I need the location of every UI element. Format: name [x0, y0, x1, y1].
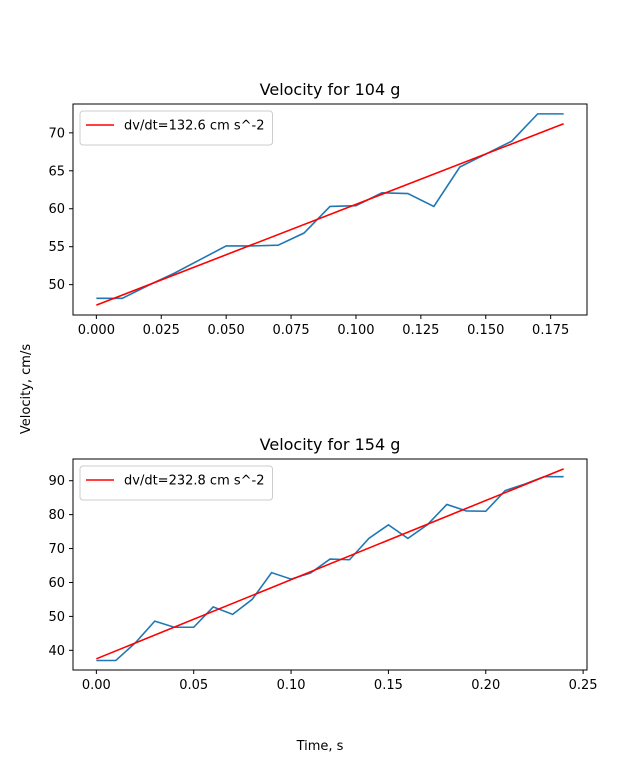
- x-tick-label: 0.075: [272, 323, 309, 338]
- x-tick-label: 0.00: [82, 678, 111, 693]
- legend: dv/dt=232.8 cm s^-2: [79, 465, 273, 501]
- fit-line: [96, 122, 564, 306]
- y-tick-label: 70: [48, 542, 65, 557]
- y-tick-label: 55: [48, 240, 65, 255]
- x-tick-label: 0.050: [208, 323, 245, 338]
- x-tick-label: 0.10: [277, 678, 306, 693]
- x-axis-label: Time, s: [296, 739, 344, 754]
- y-tick-label: 50: [48, 278, 65, 293]
- chart-title: Velocity for 104 g: [260, 80, 401, 99]
- legend-label: dv/dt=232.8 cm s^-2: [124, 474, 265, 489]
- x-tick-label: 0.25: [569, 678, 598, 693]
- legend-label: dv/dt=132.6 cm s^-2: [124, 119, 265, 134]
- x-tick-label: 0.150: [467, 323, 504, 338]
- x-tick-label: 0.15: [374, 678, 403, 693]
- x-tick-label: 0.125: [402, 323, 439, 338]
- fit-line: [96, 468, 564, 660]
- y-tick-label: 40: [48, 644, 65, 659]
- chart-title: Velocity for 154 g: [260, 435, 401, 454]
- y-tick-label: 60: [48, 202, 65, 217]
- x-tick-label: 0.20: [471, 678, 500, 693]
- y-tick-label: 65: [48, 164, 65, 179]
- y-tick-label: 60: [48, 576, 65, 591]
- legend-box: [79, 465, 273, 501]
- legend-box: [79, 110, 273, 146]
- x-tick-label: 0.175: [532, 323, 569, 338]
- y-axis-label: Velocity, cm/s: [19, 344, 34, 434]
- axes-frame: [72, 458, 588, 671]
- y-tick-label: 70: [48, 126, 65, 141]
- subplot-1: Velocity for 104 g 0.000 0.025 0.050 0.075 0.…: [48, 80, 588, 338]
- x-tick-label: 0.000: [78, 323, 115, 338]
- legend: dv/dt=132.6 cm s^-2: [79, 110, 273, 146]
- x-tick-label: 0.025: [143, 323, 180, 338]
- y-tick-label: 50: [48, 610, 65, 625]
- y-tick-label: 80: [48, 508, 65, 523]
- x-tick-label: 0.100: [337, 323, 374, 338]
- velocity-series-line: [96, 475, 564, 662]
- x-tick-label: 0.05: [179, 678, 208, 693]
- y-tick-label: 90: [48, 474, 65, 489]
- axes-frame: [72, 103, 588, 316]
- subplot-2: Velocity for 154 g 0.00 0.05 0.10 0.15 0.20 0.…: [48, 435, 597, 693]
